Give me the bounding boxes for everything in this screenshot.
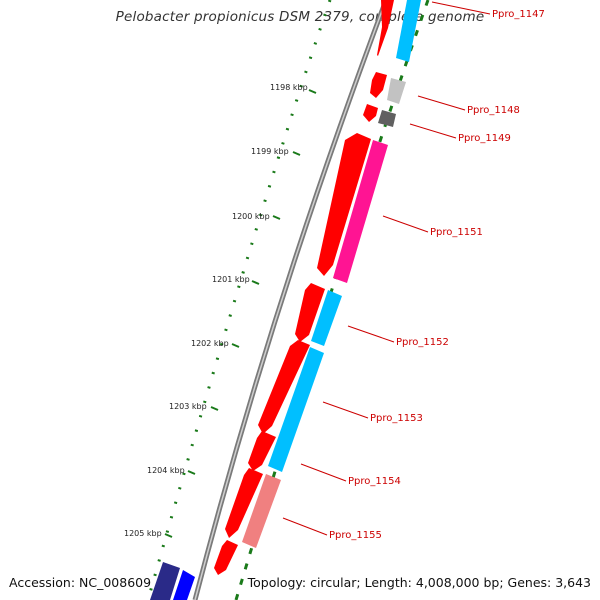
kbp-tick bbox=[292, 151, 301, 156]
map-title: Pelobacter propionicus DSM 2379, complet… bbox=[115, 9, 485, 25]
cds-arrow bbox=[225, 468, 263, 538]
kbp-tick bbox=[164, 533, 173, 538]
gene-darkgray bbox=[378, 110, 396, 127]
gene-track bbox=[150, 0, 421, 600]
gene-label[interactable]: Ppro_1154 bbox=[348, 476, 401, 487]
kbp-label: 1202 kbp bbox=[191, 339, 229, 348]
cds-arrow bbox=[295, 283, 325, 342]
kbp-label: 1200 kbp bbox=[232, 212, 270, 221]
gene-label[interactable]: Ppro_1151 bbox=[430, 227, 483, 238]
scale-dotted-arc bbox=[146, 0, 332, 600]
kbp-label: 1201 kbp bbox=[212, 275, 250, 284]
kbp-tick bbox=[231, 343, 240, 348]
cds-arrow bbox=[370, 72, 387, 98]
gene-navy bbox=[150, 562, 180, 600]
gene-blue bbox=[173, 570, 195, 600]
gene-cyan bbox=[268, 347, 324, 472]
kbp-tick bbox=[272, 215, 281, 220]
kbp-label: 1203 kbp bbox=[169, 402, 207, 411]
kbp-label: 1199 kbp bbox=[251, 147, 289, 156]
gene-cyan bbox=[311, 290, 342, 346]
accession-text: Accession: NC_008609 bbox=[9, 575, 152, 590]
gene-cyan bbox=[396, 0, 421, 62]
kbp-label: 1198 kbp bbox=[270, 83, 308, 92]
cds-arrow bbox=[317, 133, 371, 276]
gene-label[interactable]: Ppro_1152 bbox=[396, 337, 449, 348]
gene-label[interactable]: Ppro_1147 bbox=[492, 9, 545, 20]
kbp-tick bbox=[210, 406, 219, 411]
kbp-label: 1205 kbp bbox=[124, 529, 162, 538]
gene-salmon bbox=[242, 474, 281, 548]
cds-arrow bbox=[248, 431, 276, 471]
cds-arrow bbox=[377, 0, 394, 56]
gene-label[interactable]: Ppro_1149 bbox=[458, 133, 511, 144]
kbp-tick bbox=[251, 280, 260, 285]
gene-magenta bbox=[333, 140, 388, 283]
cds-arrow bbox=[214, 540, 238, 575]
topology-text: Topology: circular; Length: 4,008,000 bp… bbox=[247, 575, 591, 590]
cds-arrow bbox=[363, 104, 378, 122]
cds-arrow bbox=[258, 340, 310, 434]
gene-label[interactable]: Ppro_1148 bbox=[467, 105, 520, 116]
leader-lines bbox=[282, 1, 491, 536]
gene-label[interactable]: Ppro_1155 bbox=[329, 530, 382, 541]
cds-track bbox=[214, 0, 394, 575]
kbp-tick bbox=[308, 89, 317, 94]
kbp-scale: 1198 kbp 1199 kbp 1200 kbp 1201 kbp 1202… bbox=[124, 83, 317, 538]
gene-gray bbox=[387, 78, 406, 104]
gene-labels: Ppro_1147 Ppro_1148 Ppro_1149 Ppro_1151 … bbox=[329, 9, 545, 541]
kbp-tick bbox=[187, 470, 196, 475]
kbp-label: 1204 kbp bbox=[147, 466, 185, 475]
gene-label[interactable]: Ppro_1153 bbox=[370, 413, 423, 424]
